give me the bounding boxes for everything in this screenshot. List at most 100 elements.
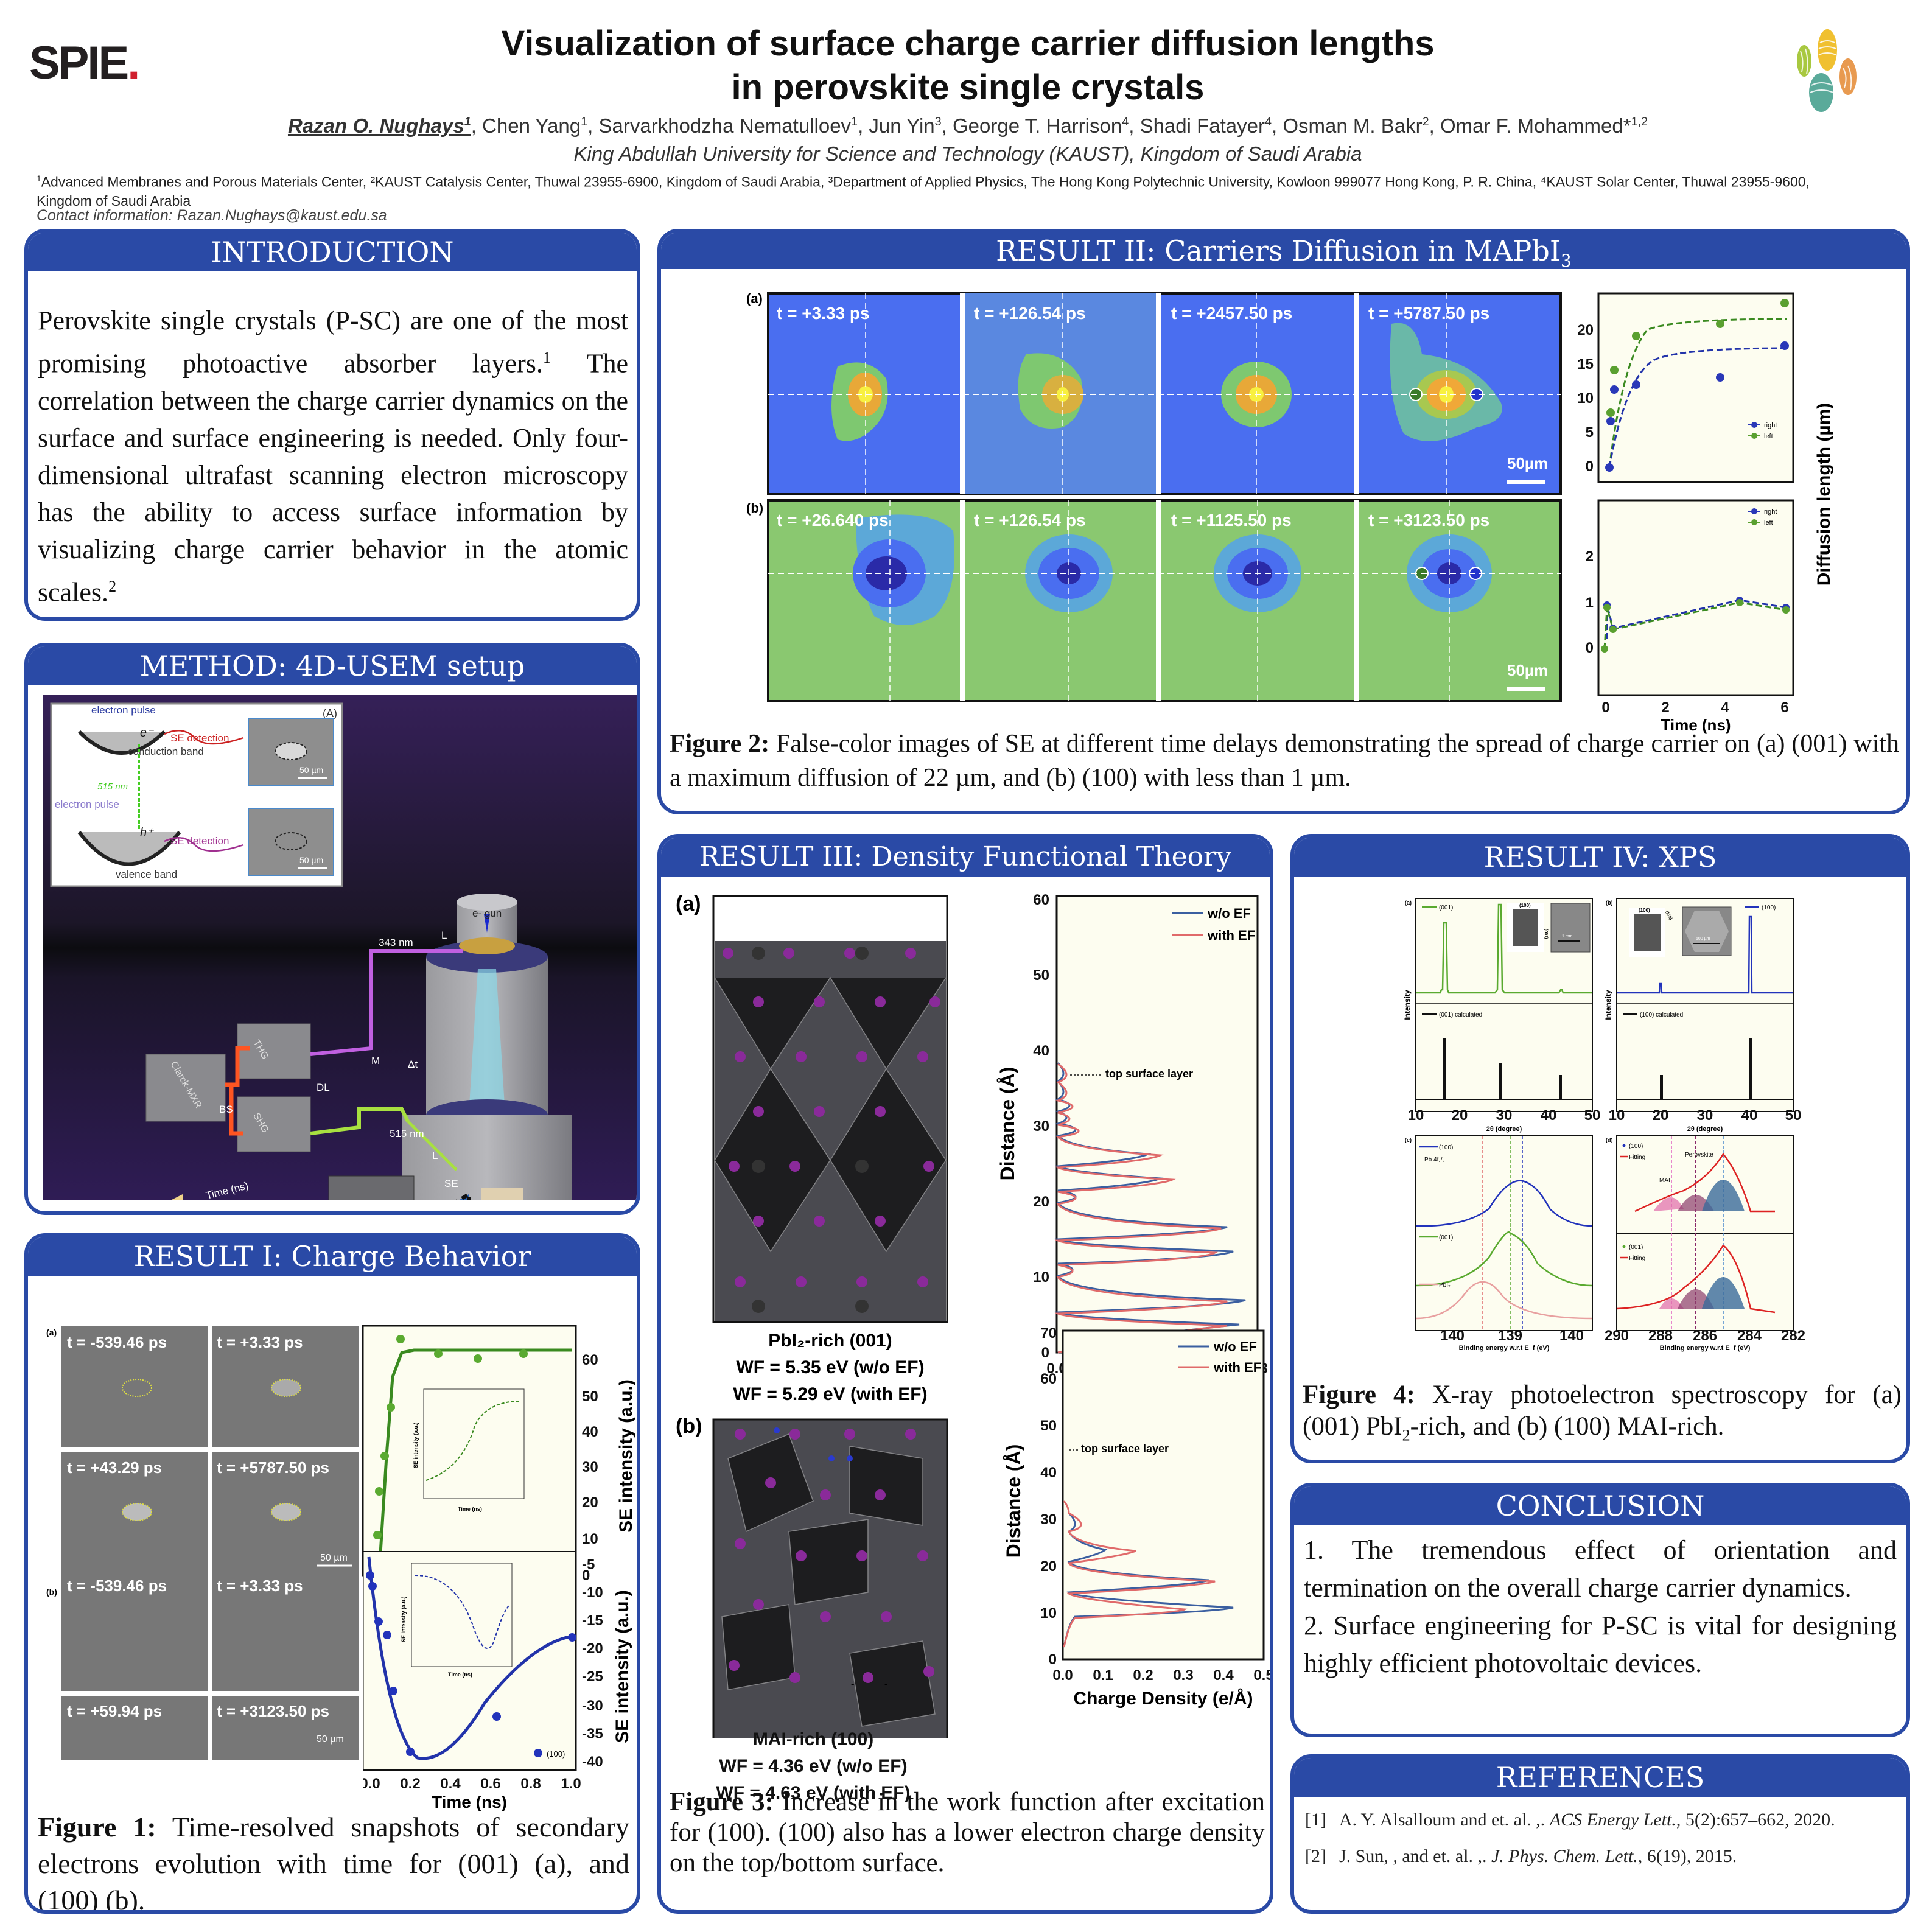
svg-text:40: 40 bbox=[1541, 1107, 1557, 1124]
lead-author: Razan O. Nughays1 bbox=[287, 114, 471, 137]
se-intensity-100-plot: (100) Time (ns) SE intensity (a.u.) -5 -1… bbox=[363, 1551, 632, 1811]
svg-text:50: 50 bbox=[1584, 1107, 1601, 1124]
sem-column: e- gun bbox=[402, 894, 572, 1200]
svg-text:20: 20 bbox=[1653, 1107, 1669, 1124]
svg-text:0: 0 bbox=[1586, 640, 1594, 656]
svg-text:(c): (c) bbox=[1405, 1137, 1412, 1143]
svg-text:conduction band: conduction band bbox=[128, 746, 204, 757]
svg-text:-10: -10 bbox=[582, 1584, 603, 1601]
svg-text:t = +126.54 ps: t = +126.54 ps bbox=[974, 304, 1086, 323]
svg-text:L: L bbox=[432, 1150, 438, 1161]
svg-text:-20: -20 bbox=[582, 1640, 603, 1657]
title-line-2: in perovskite single crystals bbox=[731, 68, 1205, 107]
svg-text:10: 10 bbox=[1609, 1107, 1625, 1124]
svg-text:right: right bbox=[1764, 422, 1777, 429]
svg-text:Δt: Δt bbox=[408, 1059, 418, 1070]
figure1-caption: Figure 1: Time-resolved snapshots of sec… bbox=[38, 1811, 629, 1914]
svg-text:343 nm: 343 nm bbox=[379, 937, 413, 948]
conclusion-list: 1. The tremendous effect of orientation … bbox=[1294, 1525, 1906, 1682]
svg-text:(100): (100) bbox=[1762, 905, 1776, 911]
svg-text:40: 40 bbox=[1040, 1465, 1057, 1481]
references-panel: REFERENCES [1] A. Y. Alsalloum and et. a… bbox=[1290, 1754, 1910, 1914]
svg-text:t = +3123.50 ps: t = +3123.50 ps bbox=[217, 1702, 329, 1720]
svg-text:50 µm: 50 µm bbox=[317, 1734, 344, 1745]
structure-name: MAI-rich (100) bbox=[752, 1729, 874, 1749]
svg-text:6: 6 bbox=[1780, 699, 1788, 716]
svg-text:20: 20 bbox=[1577, 322, 1594, 338]
svg-text:WF = 5.35 eV (w/o EF): WF = 5.35 eV (w/o EF) bbox=[736, 1357, 924, 1377]
author: Sarvarkhodzha Nematulloev1 bbox=[598, 114, 858, 137]
svg-text:10: 10 bbox=[1033, 1269, 1049, 1286]
result2-panel: RESULT II: Carriers Diffusion in MAPbI3 … bbox=[657, 229, 1910, 814]
svg-text:(001): (001) bbox=[1544, 929, 1548, 939]
svg-text:-40: -40 bbox=[582, 1754, 603, 1770]
svg-text:SE intensity (a.u.): SE intensity (a.u.) bbox=[401, 1596, 407, 1642]
svg-text:70: 70 bbox=[1040, 1325, 1057, 1342]
svg-text:0.4: 0.4 bbox=[440, 1776, 461, 1792]
svg-text:t = +2457.50 ps: t = +2457.50 ps bbox=[1171, 304, 1292, 323]
institution: King Abdullah University for Science and… bbox=[573, 142, 1362, 165]
svg-text:50 µm: 50 µm bbox=[299, 765, 323, 775]
svg-text:10: 10 bbox=[1040, 1605, 1057, 1622]
svg-text:140: 140 bbox=[1440, 1328, 1465, 1344]
result1-panel: RESULT I: Charge Behavior (a) t = -539.4… bbox=[24, 1233, 640, 1914]
svg-text:(100) calculated: (100) calculated bbox=[1640, 1012, 1683, 1018]
svg-text:0.8: 0.8 bbox=[520, 1776, 541, 1792]
svg-text:Diffusion length (µm): Diffusion length (µm) bbox=[1814, 403, 1834, 586]
svg-text:PbI₂: PbI₂ bbox=[1439, 1282, 1451, 1289]
row-b-images: t = +26.640 ps t = +126.54 ps t = +1125.5… bbox=[767, 499, 1562, 702]
svg-text:SE intensity (a.u.): SE intensity (a.u.) bbox=[413, 1422, 419, 1468]
svg-text:30: 30 bbox=[1040, 1511, 1057, 1528]
svg-text:0.0: 0.0 bbox=[1052, 1667, 1073, 1684]
method-panel: METHOD: 4D-USEM setup (A) electron pulse… bbox=[24, 643, 640, 1215]
conclusion-item: 1. The tremendous effect of orientation … bbox=[1304, 1535, 1897, 1603]
svg-text:20: 20 bbox=[1040, 1558, 1057, 1575]
svg-text:valence band: valence band bbox=[116, 869, 177, 880]
svg-text:e⁻: e⁻ bbox=[140, 726, 154, 740]
svg-text:t = +3.33 ps: t = +3.33 ps bbox=[217, 1577, 303, 1595]
svg-text:30: 30 bbox=[1033, 1118, 1049, 1135]
svg-text:left: left bbox=[1764, 433, 1773, 440]
figure4-caption: Figure 4: X-ray photoelectron spectrosco… bbox=[1303, 1381, 1902, 1444]
svg-text:L: L bbox=[441, 929, 447, 941]
svg-text:286: 286 bbox=[1693, 1328, 1717, 1344]
laser-optics: THG SHG Clarck-MXR 343 nm L M BS DL Δt 5… bbox=[145, 929, 463, 1189]
diffusion-figure: (a) (b) t = +3.33 ps t = +126.54 ps bbox=[746, 291, 1834, 734]
svg-text:-15: -15 bbox=[582, 1612, 603, 1629]
svg-text:(001): (001) bbox=[1629, 1244, 1643, 1251]
svg-text:0: 0 bbox=[1586, 458, 1594, 475]
svg-text:Fitting: Fitting bbox=[1629, 1255, 1645, 1262]
svg-text:515 nm: 515 nm bbox=[97, 782, 128, 792]
svg-text:t = +1125.50 ps: t = +1125.50 ps bbox=[1171, 511, 1292, 530]
xps-plot-d: (d) (100) Fitting (001) Fitting MAI Pero… bbox=[1605, 1135, 1805, 1352]
svg-text:50 µm: 50 µm bbox=[299, 855, 323, 865]
svg-text:2θ (degree): 2θ (degree) bbox=[1486, 1125, 1522, 1133]
svg-text:0: 0 bbox=[1601, 699, 1609, 716]
work-function-without-ef: WF = 4.36 eV (w/o EF) bbox=[719, 1756, 908, 1776]
svg-text:(b): (b) bbox=[46, 1587, 57, 1597]
svg-text:60: 60 bbox=[1040, 1371, 1057, 1387]
svg-text:t = +26.640 ps: t = +26.640 ps bbox=[777, 511, 889, 530]
svg-text:288: 288 bbox=[1648, 1328, 1673, 1344]
svg-text:SE: SE bbox=[444, 1178, 458, 1189]
svg-text:e- gun: e- gun bbox=[472, 908, 502, 919]
svg-text:SE intensity (a.u.): SE intensity (a.u.) bbox=[616, 1379, 636, 1533]
svg-text:10: 10 bbox=[1577, 390, 1594, 407]
svg-text:290: 290 bbox=[1605, 1328, 1629, 1344]
svg-text:top surface layer: top surface layer bbox=[1105, 1068, 1193, 1080]
svg-text:50 µm: 50 µm bbox=[320, 1553, 348, 1563]
xps-plot-c: (c) (100) Pb 4f₇/₂ (001) PbI₂ 140 139 140 … bbox=[1405, 1135, 1593, 1352]
svg-text:20: 20 bbox=[582, 1494, 598, 1511]
svg-text:20: 20 bbox=[1452, 1107, 1468, 1124]
svg-text:Perovskite: Perovskite bbox=[1685, 1152, 1713, 1158]
svg-text:1 mm: 1 mm bbox=[1562, 934, 1573, 939]
svg-text:0: 0 bbox=[582, 1567, 590, 1584]
svg-text:0.2: 0.2 bbox=[1133, 1667, 1153, 1684]
svg-text:(a): (a) bbox=[46, 1328, 57, 1337]
work-function-with-ef: WF = 4.63 eV (with EF) bbox=[716, 1783, 911, 1803]
svg-text:60: 60 bbox=[582, 1352, 598, 1368]
svg-text:left: left bbox=[1764, 519, 1773, 527]
svg-text:Time (ns): Time (ns) bbox=[448, 1671, 472, 1678]
svg-text:0: 0 bbox=[1049, 1651, 1057, 1668]
charge-density-plot-b: w/o EF with EF top surface layer 0 10 20 30… bbox=[1003, 1325, 1270, 1709]
